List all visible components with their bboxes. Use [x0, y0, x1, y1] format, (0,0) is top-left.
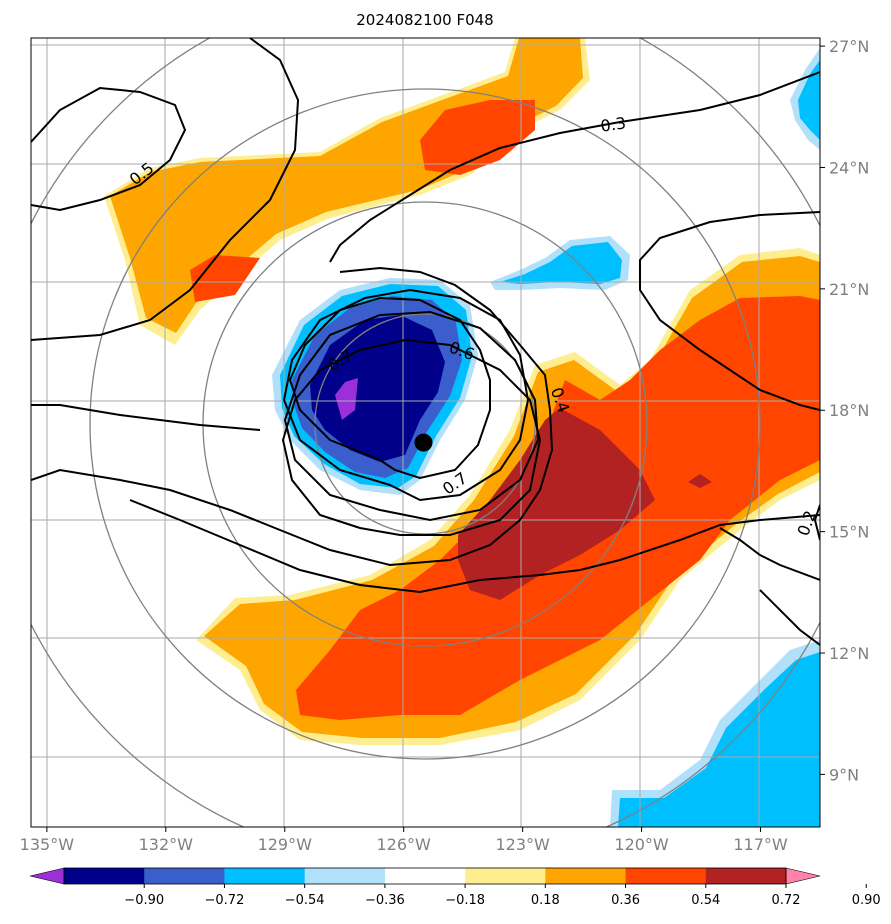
colorbar-tick-label: 0.36 — [611, 893, 640, 908]
colorbar-tick-label: −0.36 — [365, 893, 405, 908]
colorbar-tick-label: 0.90 — [852, 893, 881, 908]
x-tick-label: 117°W — [733, 835, 788, 854]
colorbar-segment — [304, 868, 386, 884]
x-tick-label: 123°W — [495, 835, 550, 854]
x-tick-label: 135°W — [20, 835, 75, 854]
colorbar-frame — [63, 867, 787, 885]
y-axis: 27°N 24°N 21°N 18°N 15°N 12°N 9°N — [820, 37, 869, 784]
x-axis: 135°W 132°W 129°W 126°W 123°W 120°W 117°W — [20, 827, 788, 854]
x-tick-label: 120°W — [614, 835, 669, 854]
y-tick-label: 9°N — [829, 765, 859, 784]
map-area: 0.3 0.5 0.6 0.4 0.7 0.2 0.7 — [31, 38, 820, 827]
colorbar-extend-low — [29, 867, 65, 885]
contour-label: 0.3 — [599, 113, 627, 135]
colorbar-segment — [384, 868, 466, 884]
x-tick-label: 126°W — [377, 835, 432, 854]
x-tick-label: 129°W — [258, 835, 313, 854]
map-frame — [30, 37, 821, 828]
x-tick-label: 132°W — [139, 835, 194, 854]
y-tick-label: 24°N — [829, 158, 869, 177]
y-tick-label: 12°N — [829, 644, 869, 663]
colorbar-extend-high — [785, 867, 821, 885]
anomaly-field — [104, 38, 820, 827]
colorbar-segment — [144, 868, 225, 884]
colorbar-tick-label: −0.72 — [205, 893, 245, 908]
colorbar-tick-label: 0.18 — [531, 893, 560, 908]
colorbar-segment — [545, 868, 627, 884]
colorbar-segment — [625, 868, 707, 884]
colorbar-tick-label: −0.90 — [124, 893, 164, 908]
colorbar-tick-label: 0.72 — [772, 893, 801, 908]
colorbar-tick-label: −0.54 — [285, 893, 325, 908]
y-tick-label: 21°N — [829, 280, 869, 299]
colorbar-segment — [705, 868, 787, 884]
y-tick-label: 27°N — [829, 37, 869, 56]
colorbar-segment — [224, 868, 306, 884]
colorbar-tick-label: −0.18 — [445, 893, 485, 908]
colorbar: −0.90 −0.72 −0.54 −0.36 −0.18 0.18 0.36 0.54 0.7… — [29, 867, 881, 908]
colorbar-segment — [64, 868, 145, 884]
y-tick-label: 18°N — [829, 401, 869, 420]
colorbar-tick-label: 0.54 — [691, 893, 720, 908]
colorbar-segment — [465, 868, 546, 884]
contours — [31, 38, 820, 646]
lat-lon-grid — [31, 38, 820, 827]
storm-center-marker — [414, 433, 433, 452]
y-tick-label: 15°N — [829, 523, 869, 542]
chart-title: 2024082100 F048 — [356, 11, 493, 29]
